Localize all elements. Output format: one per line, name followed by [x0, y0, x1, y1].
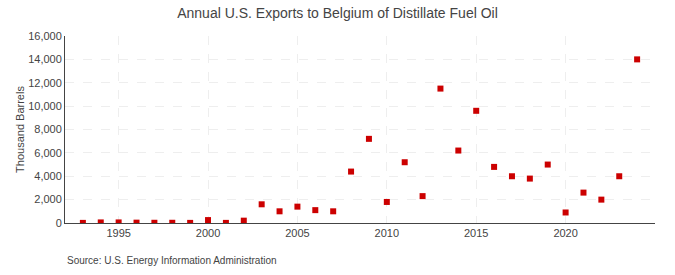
svg-text:1995: 1995 — [106, 227, 130, 239]
svg-text:12,000: 12,000 — [28, 77, 62, 89]
svg-text:8,000: 8,000 — [34, 123, 62, 135]
svg-text:Source: U.S. Energy Informatio: Source: U.S. Energy Information Administ… — [67, 255, 277, 266]
svg-text:2010: 2010 — [375, 227, 399, 239]
svg-text:2020: 2020 — [553, 227, 577, 239]
svg-text:4,000: 4,000 — [34, 170, 62, 182]
svg-text:10,000: 10,000 — [28, 100, 62, 112]
svg-text:2005: 2005 — [285, 227, 309, 239]
svg-text:Thousand Barrels: Thousand Barrels — [14, 86, 26, 173]
svg-text:14,000: 14,000 — [28, 53, 62, 65]
svg-text:16,000: 16,000 — [28, 30, 62, 42]
svg-text:6,000: 6,000 — [34, 147, 62, 159]
svg-text:0: 0 — [56, 217, 62, 229]
svg-text:2000: 2000 — [196, 227, 220, 239]
svg-text:Annual U.S. Exports to Belgium: Annual U.S. Exports to Belgium of Distil… — [177, 5, 498, 21]
svg-text:2,000: 2,000 — [34, 193, 62, 205]
svg-text:2015: 2015 — [464, 227, 488, 239]
